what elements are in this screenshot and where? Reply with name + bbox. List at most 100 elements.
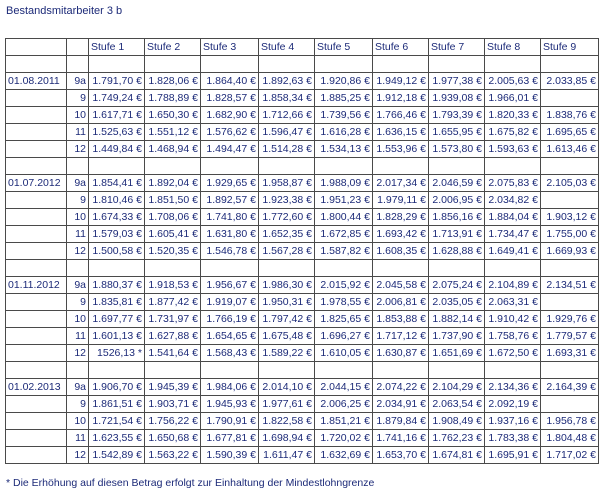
amount-cell: 1.613,46 € <box>540 140 599 158</box>
amount-cell: 1.579,03 € <box>88 225 145 243</box>
amount-cell: 1.563,22 € <box>144 446 201 464</box>
cell <box>66 259 89 277</box>
data-row: 11 1.525,63 €1.551,12 €1.576,62 €1.596,47… <box>5 123 599 141</box>
cell <box>372 259 429 277</box>
amount-cell: 1.918,53 € <box>144 276 201 294</box>
amount-cell: 1.977,61 € <box>258 395 315 413</box>
amount-cell: 2.033,85 € <box>540 72 599 90</box>
salary-table: Stufe 1 Stufe 2 Stufe 3 Stufe 4 Stufe 5 Stufe… <box>5 38 599 464</box>
amount-cell: 1.520,35 € <box>144 242 201 260</box>
cell <box>5 293 67 311</box>
amount-cell: 1.804,48 € <box>540 429 599 447</box>
amount-cell: 1.632,69 € <box>314 446 373 464</box>
data-row: 11 1.579,03 €1.605,41 €1.631,80 €1.652,35… <box>5 225 599 243</box>
grade-cell: 9a <box>66 276 89 294</box>
amount-cell: 1.677,81 € <box>200 429 259 447</box>
cell <box>5 191 67 209</box>
amount-cell: 1.669,93 € <box>540 242 599 260</box>
amount-cell: 1.758,76 € <box>484 327 541 345</box>
data-row: 01.11.2012 9a 1.880,37 €1.918,53 €1.956,67… <box>5 276 599 294</box>
spacer-row <box>5 259 599 277</box>
amount-cell: 1.828,29 € <box>372 208 429 226</box>
amount-cell: 1.737,90 € <box>428 327 485 345</box>
amount-cell: 1.650,68 € <box>144 429 201 447</box>
grade-cell: 9 <box>66 395 89 413</box>
date-cell: 01.08.2011 <box>5 72 67 90</box>
amount-cell: 1.617,71 € <box>88 106 145 124</box>
spacer-row <box>5 157 599 175</box>
amount-cell: 1.772,60 € <box>258 208 315 226</box>
cell <box>372 361 429 379</box>
amount-cell: 1.734,47 € <box>484 225 541 243</box>
grade-cell: 11 <box>66 123 89 141</box>
amount-cell: 1.627,88 € <box>144 327 201 345</box>
amount-cell: 1.698,94 € <box>258 429 315 447</box>
grade-cell: 9a <box>66 378 89 396</box>
amount-cell: 1.693,31 € <box>540 344 599 362</box>
amount-cell: 1.797,42 € <box>258 310 315 328</box>
amount-cell: 1.956,78 € <box>540 412 599 430</box>
amount-cell: 1.712,66 € <box>258 106 315 124</box>
amount-cell: 1.956,67 € <box>200 276 259 294</box>
amount-cell: 1.923,38 € <box>258 191 315 209</box>
amount-cell: 1.879,84 € <box>372 412 429 430</box>
data-row: 12 1526,13 * 1.541,64 €1.568,43 €1.589,22 … <box>5 344 599 362</box>
column-header: Stufe 9 <box>540 38 599 56</box>
grade-cell: 11 <box>66 225 89 243</box>
amount-cell: 1.945,93 € <box>200 395 259 413</box>
amount-cell: 2.134,51 € <box>540 276 599 294</box>
grade-cell: 10 <box>66 106 89 124</box>
amount-cell: 1.649,41 € <box>484 242 541 260</box>
cell <box>5 361 67 379</box>
cell <box>88 157 145 175</box>
amount-cell: 1.589,22 € <box>258 344 315 362</box>
amount-cell: 1.762,23 € <box>428 429 485 447</box>
cell <box>5 395 67 413</box>
grade-cell: 10 <box>66 208 89 226</box>
grade-cell: 9 <box>66 293 89 311</box>
amount-cell: 1.828,57 € <box>200 89 259 107</box>
amount-cell: 2.105,03 € <box>540 174 599 192</box>
amount-cell: 1.731,97 € <box>144 310 201 328</box>
grade-cell: 9 <box>66 89 89 107</box>
amount-cell: 1.713,91 € <box>428 225 485 243</box>
cell <box>484 55 541 73</box>
data-row: 11 1.601,13 €1.627,88 €1.654,65 €1.675,48… <box>5 327 599 345</box>
cell <box>372 55 429 73</box>
amount-cell: 2.006,25 € <box>314 395 373 413</box>
amount-cell: 1.892,57 € <box>200 191 259 209</box>
data-row: 12 1.542,89 €1.563,22 €1.590,39 €1.611,47… <box>5 446 599 464</box>
amount-cell: 1.929,65 € <box>200 174 259 192</box>
grade-cell: 10 <box>66 310 89 328</box>
column-header: Stufe 6 <box>372 38 429 56</box>
cell <box>372 157 429 175</box>
amount-cell: 1.500,58 € <box>88 242 145 260</box>
amount-cell: 1.838,76 € <box>540 106 599 124</box>
data-row: 01.08.2011 9a 1.791,70 €1.828,06 €1.864,40… <box>5 72 599 90</box>
data-row: 10 1.721,54 €1.756,22 €1.790,91 €1.822,58… <box>5 412 599 430</box>
cell <box>200 157 259 175</box>
cell <box>88 55 145 73</box>
amount-cell: 2.035,05 € <box>428 293 485 311</box>
amount-cell: 1.892,04 € <box>144 174 201 192</box>
amount-cell: 1.672,50 € <box>484 344 541 362</box>
cell <box>200 259 259 277</box>
amount-cell: 1.853,88 € <box>372 310 429 328</box>
amount-cell: 1.958,87 € <box>258 174 315 192</box>
amount-cell: 2.063,31 € <box>484 293 541 311</box>
amount-cell: 1.937,16 € <box>484 412 541 430</box>
amount-cell: 1.675,48 € <box>258 327 315 345</box>
amount-cell: 1.693,42 € <box>372 225 429 243</box>
amount-cell: 1.854,41 € <box>88 174 145 192</box>
data-row: 9 1.861,51 €1.903,71 €1.945,93 €1.977,61 … <box>5 395 599 413</box>
amount-cell: 1.697,77 € <box>88 310 145 328</box>
amount-cell: 1.651,69 € <box>428 344 485 362</box>
cell <box>428 157 485 175</box>
cell <box>5 89 67 107</box>
footnote: * Die Erhöhung auf diesen Betrag erfolgt… <box>6 477 375 489</box>
data-row: 10 1.674,33 €1.708,06 €1.741,80 €1.772,60… <box>5 208 599 226</box>
data-row: 10 1.617,71 €1.650,30 €1.682,90 €1.712,66… <box>5 106 599 124</box>
amount-cell: 2.006,81 € <box>372 293 429 311</box>
amount-cell: 1.984,06 € <box>200 378 259 396</box>
amount-cell: 1.468,94 € <box>144 140 201 158</box>
